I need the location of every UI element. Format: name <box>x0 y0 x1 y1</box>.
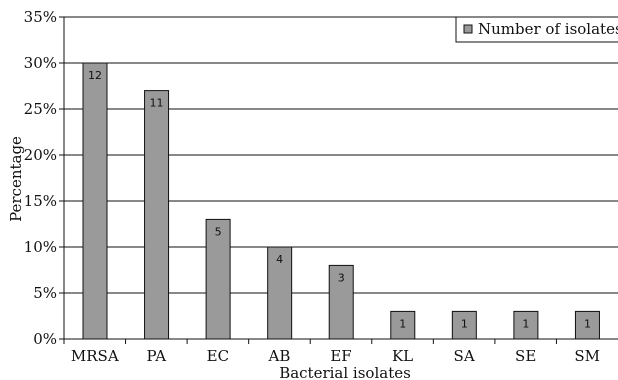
y-tick-label: 35% <box>24 8 57 26</box>
bar-ef <box>328 264 354 340</box>
x-tick-label: EC <box>207 347 229 365</box>
y-tick-label: 25% <box>24 100 57 118</box>
y-tick-label: 15% <box>24 192 57 210</box>
bar-data-label: 11 <box>150 97 164 110</box>
x-tick-label: EF <box>330 347 351 365</box>
y-axis-label: Percentage <box>7 136 25 222</box>
x-tick-label: PA <box>147 347 167 365</box>
bar-data-label: 1 <box>584 317 591 330</box>
x-tick-label: AB <box>268 347 291 365</box>
legend-box <box>455 16 618 43</box>
bar-mrsa <box>82 62 108 340</box>
x-axis-label: Bacterial isolates <box>279 364 411 380</box>
bar-data-label: 1 <box>461 317 468 330</box>
bar-data-label: 12 <box>88 69 102 82</box>
bar-data-label: 5 <box>215 225 222 238</box>
x-tick-labels: MRSA PA EC AB EF KL SA SE SM <box>63 339 600 365</box>
legend: Number of isolates <box>455 16 618 43</box>
axes <box>63 17 618 340</box>
bar-data-label: 1 <box>522 317 529 330</box>
bar-data-label: 1 <box>399 317 406 330</box>
bar-data-label: 3 <box>338 271 345 284</box>
bar-pa <box>144 90 170 340</box>
bar-sm <box>574 310 600 340</box>
x-tick-label: SM <box>574 347 600 365</box>
y-tick-label: 20% <box>24 146 57 164</box>
y-tick-label: 0% <box>33 330 57 348</box>
x-tick-label: SE <box>515 347 536 365</box>
bar-ab <box>267 246 293 340</box>
bar-kl <box>390 310 416 340</box>
y-tick-label: 30% <box>24 54 57 72</box>
y-tick-label: 5% <box>33 284 57 302</box>
y-tick-label: 10% <box>24 238 57 256</box>
bar-data-label: 4 <box>276 253 283 266</box>
bar-sa <box>451 310 477 340</box>
x-tick-label: KL <box>392 347 413 365</box>
x-tick-label: SA <box>454 347 475 365</box>
legend-label: Number of isolates <box>478 20 618 38</box>
x-tick-label: MRSA <box>71 347 119 365</box>
legend-swatch <box>463 24 473 34</box>
y-tick-labels: 0% 5% 10% 15% 20% 25% 30% 35% <box>24 8 64 348</box>
